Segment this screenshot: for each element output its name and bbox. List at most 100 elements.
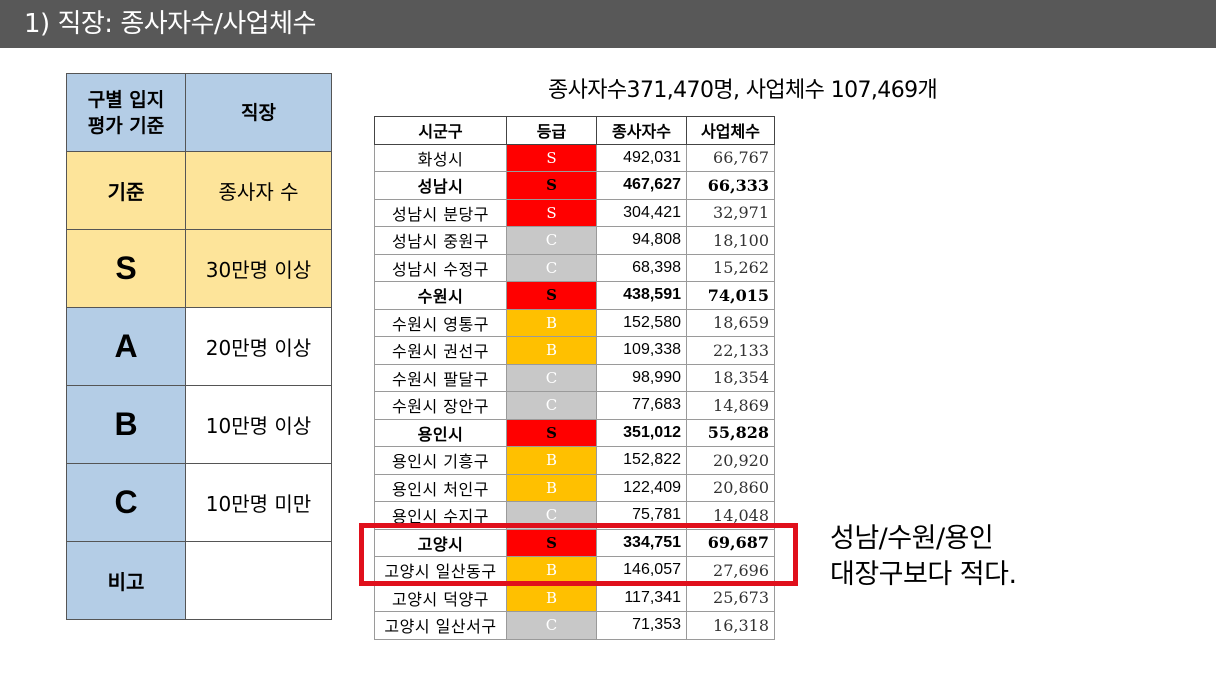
grade-cell: B: [506, 308, 597, 337]
district-name-cell: 성남시 중원구: [374, 226, 507, 255]
district-name-cell: 고양시 덕양구: [374, 583, 507, 612]
grade-cell: C: [506, 391, 597, 420]
workers-cell: 122,409: [596, 473, 687, 502]
firms-cell: 18,354: [686, 363, 775, 392]
grade-cell: B: [506, 446, 597, 475]
district-name-cell: 용인시 처인구: [374, 473, 507, 502]
workers-cell: 117,341: [596, 583, 687, 612]
grade-A-rule: 20만명 이상: [185, 307, 332, 386]
basis-value: 종사자 수: [185, 151, 332, 230]
workers-cell: 152,580: [596, 308, 687, 337]
grade-cell: S: [506, 281, 597, 310]
grade-cell: S: [506, 198, 597, 227]
table-row: 용인시 S 351,012 55,828: [374, 418, 775, 447]
workers-cell: 68,398: [596, 253, 687, 282]
grade-cell: C: [506, 611, 597, 640]
district-name-cell: 성남시 수정구: [374, 253, 507, 282]
firms-cell: 20,920: [686, 446, 775, 475]
district-name-cell: 성남시 분당구: [374, 198, 507, 227]
col-header-grade: 등급: [506, 116, 597, 145]
table-row: 고양시 덕양구 B 117,341 25,673: [374, 583, 775, 612]
workers-cell: 351,012: [596, 418, 687, 447]
firms-cell: 74,015: [686, 281, 775, 310]
workers-cell: 77,683: [596, 391, 687, 420]
firms-cell: 66,333: [686, 171, 775, 200]
table-row: 성남시 수정구 C 68,398 15,262: [374, 253, 775, 282]
table-row: 성남시 S 467,627 66,333: [374, 171, 775, 200]
grade-S-label: S: [66, 229, 186, 308]
remark-label: 비고: [66, 541, 186, 620]
workers-cell: 98,990: [596, 363, 687, 392]
workers-cell: 492,031: [596, 143, 687, 172]
col-header-firms: 사업체수: [686, 116, 775, 145]
district-name-cell: 성남시: [374, 171, 507, 200]
table-row: 수원시 장안구 C 77,683 14,869: [374, 391, 775, 420]
summary-text: 종사자수371,470명, 사업체수 107,469개: [548, 78, 938, 103]
workers-cell: 152,822: [596, 446, 687, 475]
grade-cell: S: [506, 143, 597, 172]
firms-cell: 32,971: [686, 198, 775, 227]
firms-cell: 22,133: [686, 336, 775, 365]
basis-label: 기준: [66, 151, 186, 230]
criteria-col1-header: 구별 입지 평가 기준: [66, 73, 186, 152]
district-table: 시군구 등급 종사자수 사업체수 화성시 S 492,031 66,767 성남시 S 46…: [374, 116, 775, 640]
district-name-cell: 수원시 장안구: [374, 391, 507, 420]
grade-cell: S: [506, 418, 597, 447]
firms-cell: 18,100: [686, 226, 775, 255]
firms-cell: 55,828: [686, 418, 775, 447]
firms-cell: 14,869: [686, 391, 775, 420]
firms-cell: 20,860: [686, 473, 775, 502]
firms-cell: 69,687: [686, 528, 775, 557]
firms-cell: 25,673: [686, 583, 775, 612]
criteria-col1-header-text: 구별 입지 평가 기준: [87, 88, 165, 137]
criteria-col2-header: 직장: [185, 73, 332, 152]
highlight-box: [359, 523, 798, 586]
annotation-line-1: 성남/수원/용인: [830, 523, 994, 554]
firms-cell: 16,318: [686, 611, 775, 640]
grade-A-label: A: [66, 307, 186, 386]
table-row: 용인시 처인구 B 122,409 20,860: [374, 473, 775, 502]
table-row: 화성시 S 492,031 66,767: [374, 143, 775, 172]
table-row: 고양시 S 334,751 69,687: [374, 528, 775, 557]
firms-cell: 66,767: [686, 143, 775, 172]
grade-C-label: C: [66, 463, 186, 542]
workers-cell: 304,421: [596, 198, 687, 227]
district-name-cell: 수원시 권선구: [374, 336, 507, 365]
criteria-table: 구별 입지 평가 기준 직장 기준 종사자 수 S 30만명 이상 A 20만명…: [66, 73, 332, 620]
grade-cell: B: [506, 583, 597, 612]
table-row: 수원시 팔달구 C 98,990 18,354: [374, 363, 775, 392]
table-header-row: 시군구 등급 종사자수 사업체수: [374, 116, 775, 145]
firms-cell: 27,696: [686, 556, 775, 585]
col-header-district: 시군구: [374, 116, 507, 145]
grade-cell: C: [506, 363, 597, 392]
district-name-cell: 화성시: [374, 143, 507, 172]
workers-cell: 467,627: [596, 171, 687, 200]
grade-B-rule: 10만명 이상: [185, 385, 332, 464]
annotation-line-2: 대장구보다 적다.: [830, 559, 1017, 590]
district-name-cell: 용인시: [374, 418, 507, 447]
table-row: 수원시 권선구 B 109,338 22,133: [374, 336, 775, 365]
district-name-cell: 고양시 일산서구: [374, 611, 507, 640]
district-name-cell: 수원시 팔달구: [374, 363, 507, 392]
workers-cell: 71,353: [596, 611, 687, 640]
grade-B-label: B: [66, 385, 186, 464]
grade-cell: S: [506, 171, 597, 200]
district-name-cell: 고양시 일산동구: [374, 556, 507, 585]
district-name-cell: 고양시: [374, 528, 507, 557]
firms-cell: 15,262: [686, 253, 775, 282]
table-row: 수원시 S 438,591 74,015: [374, 281, 775, 310]
district-name-cell: 수원시: [374, 281, 507, 310]
annotation-note: 성남/수원/용인 대장구보다 적다.: [830, 521, 1017, 593]
grade-cell: B: [506, 336, 597, 365]
col-header-workers: 종사자수: [596, 116, 687, 145]
workers-cell: 438,591: [596, 281, 687, 310]
workers-cell: 94,808: [596, 226, 687, 255]
table-row: 수원시 영통구 B 152,580 18,659: [374, 308, 775, 337]
grade-C-rule: 10만명 미만: [185, 463, 332, 542]
workers-cell: 334,751: [596, 528, 687, 557]
table-row: 고양시 일산서구 C 71,353 16,318: [374, 611, 775, 640]
grade-cell: B: [506, 473, 597, 502]
firms-cell: 18,659: [686, 308, 775, 337]
table-row: 성남시 중원구 C 94,808 18,100: [374, 226, 775, 255]
table-row: 성남시 분당구 S 304,421 32,971: [374, 198, 775, 227]
